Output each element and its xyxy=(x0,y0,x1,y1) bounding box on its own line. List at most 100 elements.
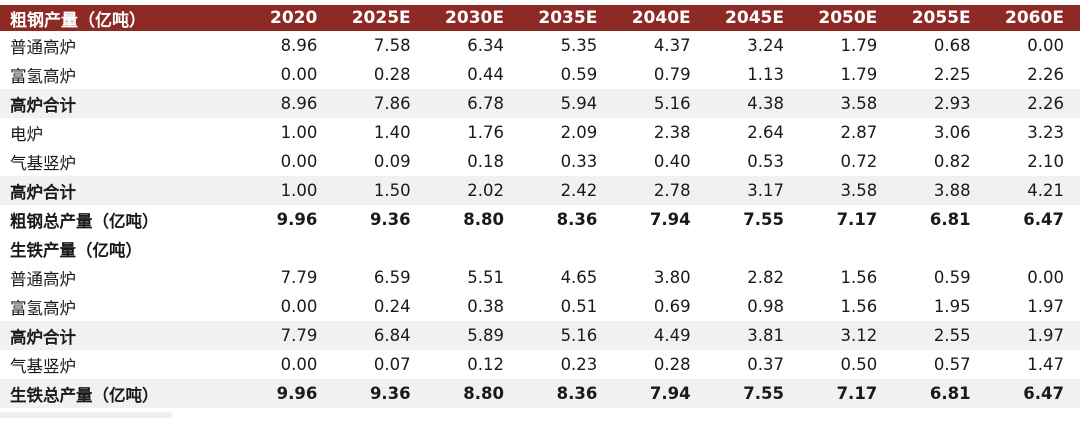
value-cell: 4.37 xyxy=(653,36,691,55)
table-row: 粗钢总产量（亿吨） 9.96 9.36 8.80 8.36 7.94 7.55 7.17 6.8… xyxy=(0,205,1080,234)
value-cell: 0.68 xyxy=(933,36,971,55)
row-label-cell: 富氢高炉 xyxy=(10,66,76,86)
row-label-cell: 高炉合计 xyxy=(10,95,76,115)
value-cell: 1.79 xyxy=(840,65,878,84)
value-cell: 1.56 xyxy=(840,297,878,316)
row-label-cell: 气基竖炉 xyxy=(10,153,76,173)
column-header-2045e: 2045E xyxy=(725,8,784,28)
value-cell: 1.50 xyxy=(373,181,411,200)
value-cell: 0.28 xyxy=(373,65,411,84)
value-cell: 0.51 xyxy=(560,297,598,316)
value-cell: 0.59 xyxy=(933,268,971,287)
value-cell: 2.10 xyxy=(1027,152,1064,171)
value-cell: 0.38 xyxy=(467,297,504,316)
value-cell: 2.78 xyxy=(653,181,691,200)
column-header-2025e: 2025E xyxy=(351,8,411,28)
row-label-cell: 生铁总产量（亿吨） xyxy=(10,385,159,405)
value-cell: 2.26 xyxy=(1027,65,1064,84)
row-label-cell: 电炉 xyxy=(10,124,43,144)
row-label-cell: 生铁产量（亿吨） xyxy=(10,240,142,260)
value-cell: 5.16 xyxy=(653,94,691,113)
value-cell: 0.00 xyxy=(280,297,318,316)
table-row: 气基竖炉 0.00 0.07 0.12 0.23 0.28 0.37 0.50 0.57 1.47 xyxy=(0,350,1080,379)
value-cell: 2.93 xyxy=(933,94,971,113)
table-row: 富氢高炉 0.00 0.24 0.38 0.51 0.69 0.98 1.56 1.95 1.97 xyxy=(0,292,1080,321)
table-row: 高炉合计 8.96 7.86 6.78 5.94 5.16 4.38 3.58 2.93 2.26 xyxy=(0,89,1080,118)
value-cell: 5.94 xyxy=(560,94,598,113)
value-cell: 2.02 xyxy=(467,181,504,200)
value-cell: 8.96 xyxy=(280,36,318,55)
table-row: 普通高炉 7.79 6.59 5.51 4.65 3.80 2.82 1.56 0.59 0.00 xyxy=(0,263,1080,292)
value-cell: 3.58 xyxy=(840,181,878,200)
column-header-2030e: 2030E xyxy=(445,8,504,28)
value-cell: 7.79 xyxy=(280,268,318,287)
column-header-2040e: 2040E xyxy=(631,8,691,28)
value-cell: 7.17 xyxy=(836,384,878,403)
value-cell: 3.81 xyxy=(747,326,784,345)
value-cell: 6.81 xyxy=(929,384,971,403)
value-cell: 8.80 xyxy=(463,384,504,403)
row-label-cell: 高炉合计 xyxy=(10,327,76,347)
value-cell: 6.84 xyxy=(373,326,411,345)
value-cell: 0.33 xyxy=(560,152,598,171)
value-cell: 7.55 xyxy=(743,384,784,403)
value-cell: 8.96 xyxy=(280,94,318,113)
value-cell: 3.80 xyxy=(653,268,691,287)
value-cell: 3.23 xyxy=(1027,123,1064,142)
value-cell: 0.09 xyxy=(373,152,411,171)
value-cell: 0.82 xyxy=(933,152,971,171)
value-cell: 7.17 xyxy=(836,210,878,229)
value-cell: 7.94 xyxy=(649,210,691,229)
value-cell: 0.98 xyxy=(747,297,784,316)
value-cell: 0.57 xyxy=(933,355,971,374)
value-cell: 8.36 xyxy=(556,210,598,229)
row-label-cell: 粗钢总产量（亿吨） xyxy=(10,211,159,231)
value-cell: 0.23 xyxy=(560,355,598,374)
value-cell: 0.07 xyxy=(373,355,411,374)
value-cell: 6.59 xyxy=(373,268,411,287)
table-row: 普通高炉 8.96 7.58 6.34 5.35 4.37 3.24 1.79 0.68 0.00 xyxy=(0,31,1080,60)
value-cell: 7.94 xyxy=(649,384,691,403)
column-header-2060e: 2060E xyxy=(1005,8,1064,28)
value-cell: 4.65 xyxy=(560,268,598,287)
value-cell: 2.82 xyxy=(747,268,784,287)
value-cell: 0.59 xyxy=(560,65,598,84)
table-title-cell: 粗钢产量（亿吨） xyxy=(10,10,146,31)
value-cell: 7.79 xyxy=(280,326,318,345)
value-cell: 0.24 xyxy=(373,297,411,316)
value-cell: 2.25 xyxy=(933,65,971,84)
value-cell: 0.44 xyxy=(467,65,504,84)
value-cell: 1.40 xyxy=(373,123,411,142)
value-cell: 3.06 xyxy=(933,123,971,142)
table-row: 电炉 1.00 1.40 1.76 2.09 2.38 2.64 2.87 3.06 3.23 xyxy=(0,118,1080,147)
value-cell: 2.26 xyxy=(1027,94,1064,113)
table-row: 高炉合计 7.79 6.84 5.89 5.16 4.49 3.81 3.12 2.55 1.97 xyxy=(0,321,1080,350)
value-cell: 0.50 xyxy=(840,355,878,374)
value-cell: 1.56 xyxy=(840,268,878,287)
value-cell: 1.76 xyxy=(467,123,504,142)
value-cell: 6.34 xyxy=(467,36,504,55)
value-cell: 3.88 xyxy=(933,181,971,200)
value-cell: 9.96 xyxy=(276,210,318,229)
table-body: 普通高炉 8.96 7.58 6.34 5.35 4.37 3.24 1.79 0.68 0.00… xyxy=(0,31,1080,408)
value-cell: 1.47 xyxy=(1027,355,1064,374)
value-cell: 0.40 xyxy=(653,152,691,171)
value-cell: 1.00 xyxy=(280,123,318,142)
value-cell: 2.55 xyxy=(933,326,971,345)
value-cell: 6.78 xyxy=(467,94,504,113)
value-cell: 0.37 xyxy=(747,355,784,374)
value-cell: 0.79 xyxy=(653,65,691,84)
value-cell: 0.28 xyxy=(653,355,691,374)
value-cell: 1.00 xyxy=(280,181,318,200)
value-cell: 5.16 xyxy=(560,326,598,345)
value-cell: 0.00 xyxy=(280,355,318,374)
table-row: 生铁产量（亿吨） xyxy=(0,234,1080,263)
value-cell: 6.47 xyxy=(1023,210,1064,229)
value-cell: 0.00 xyxy=(1027,268,1064,287)
value-cell: 3.58 xyxy=(840,94,878,113)
value-cell: 3.12 xyxy=(840,326,878,345)
column-header-2055e: 2055E xyxy=(911,8,971,28)
value-cell: 0.53 xyxy=(747,152,784,171)
value-cell: 9.36 xyxy=(369,384,411,403)
value-cell: 0.00 xyxy=(280,65,318,84)
